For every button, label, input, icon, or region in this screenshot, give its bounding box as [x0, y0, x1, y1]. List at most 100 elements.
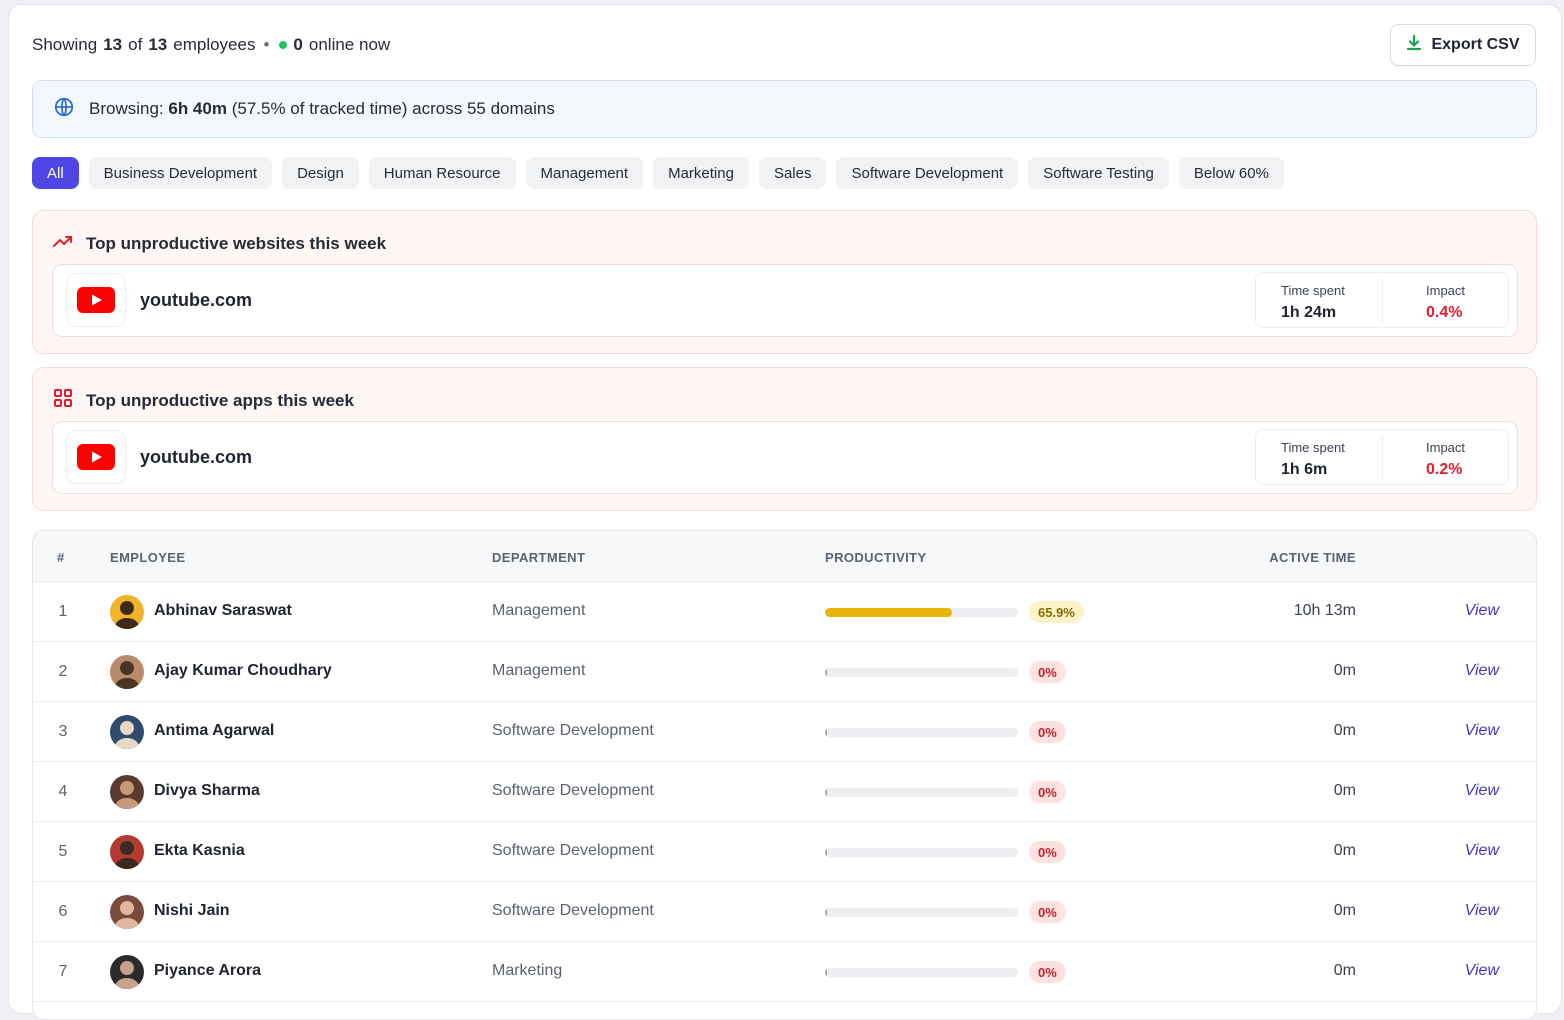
employee-department: Management: [492, 602, 586, 619]
productivity-badge: 0%: [1029, 661, 1066, 683]
active-time: 0m: [1333, 662, 1356, 679]
table-row: 1 Abhinav Saraswat Management 65.9% 10h …: [33, 582, 1536, 642]
filter-chip-marketing[interactable]: Marketing: [653, 157, 749, 189]
total-count: 13: [148, 35, 168, 54]
impact-label: Impact: [1426, 440, 1466, 455]
table-row: 2 Ajay Kumar Choudhary Management 0% 0m …: [33, 642, 1536, 702]
view-link[interactable]: View: [1464, 722, 1499, 739]
download-icon: [1406, 34, 1422, 56]
view-link[interactable]: View: [1464, 842, 1499, 859]
apps-grid-icon: [53, 388, 73, 413]
impact-label: Impact: [1426, 283, 1466, 298]
view-link[interactable]: View: [1464, 902, 1499, 919]
active-time: 0m: [1333, 722, 1356, 739]
employee-name[interactable]: Abhinav Saraswat: [154, 602, 292, 619]
view-link[interactable]: View: [1464, 962, 1499, 979]
employee-name[interactable]: Antima Agarwal: [154, 722, 275, 739]
productivity-badge: 0%: [1029, 841, 1066, 863]
view-link[interactable]: View: [1464, 782, 1499, 799]
time-spent-label: Time spent: [1281, 283, 1345, 298]
employee-department: Software Development: [492, 722, 654, 739]
filter-chip-below-60[interactable]: Below 60%: [1178, 157, 1284, 189]
browsing-label: Browsing:: [89, 99, 164, 118]
separator: •: [263, 35, 270, 54]
employee-name[interactable]: Divya Sharma: [154, 782, 260, 799]
online-count: 0: [293, 35, 303, 54]
view-link[interactable]: View: [1464, 662, 1499, 679]
time-spent-value: 1h 6m: [1281, 461, 1328, 478]
row-number: 6: [58, 903, 68, 920]
browsing-time: 6h 40m: [168, 99, 227, 118]
active-time: 0m: [1333, 962, 1356, 979]
stats-divider: [1382, 436, 1383, 480]
table-header: # EMPLOYEE DEPARTMENT PRODUCTIVITY ACTIV…: [33, 531, 1536, 582]
productivity-bar-fill: [825, 908, 827, 917]
youtube-icon: [66, 430, 126, 484]
avatar: [110, 835, 144, 869]
row-number: 3: [58, 723, 68, 740]
table-row: 4 Divya Sharma Software Development 0% 0…: [33, 762, 1536, 822]
productivity-bar: [825, 668, 1018, 677]
filter-chip-human-resource[interactable]: Human Resource: [368, 157, 516, 189]
column-header-num: #: [57, 550, 65, 565]
employee-department: Software Development: [492, 842, 654, 859]
filter-chip-all[interactable]: All: [32, 157, 79, 189]
row-number: 2: [58, 663, 68, 680]
productivity-bar: [825, 608, 1018, 617]
productivity-bar-fill: [825, 788, 827, 797]
table-row: 3 Antima Agarwal Software Development 0%…: [33, 702, 1536, 762]
showing-prefix: Showing: [32, 35, 98, 54]
browsing-detail: (57.5% of tracked time) across 55 domain…: [231, 99, 555, 118]
productivity-bar-fill: [825, 668, 827, 677]
employee-name[interactable]: Piyance Arora: [154, 962, 262, 979]
productivity-bar: [825, 968, 1018, 977]
website-name: youtube.com: [140, 290, 253, 310]
filter-chip-software-development[interactable]: Software Development: [836, 157, 1019, 189]
unproductive-app-item[interactable]: youtube.com Time spent 1h 6m Impact 0.2%: [52, 421, 1518, 494]
app-stats: Time spent 1h 6m Impact 0.2%: [1255, 429, 1509, 485]
employee-department: Marketing: [492, 962, 563, 979]
productivity-badge: 0%: [1029, 721, 1066, 743]
active-time: 0m: [1333, 842, 1356, 859]
filter-chip-design[interactable]: Design: [282, 157, 359, 189]
app-name: youtube.com: [140, 447, 253, 467]
employee-department: Software Development: [492, 782, 654, 799]
globe-icon: [53, 96, 75, 123]
avatar: [110, 655, 144, 689]
filter-chip-business-development[interactable]: Business Development: [88, 157, 273, 189]
trending-up-icon: [53, 231, 73, 256]
employees-panel: Showing 13 of 13 employees • 0 online no…: [8, 4, 1562, 1020]
avatar: [110, 715, 144, 749]
online-status-dot: [279, 41, 288, 49]
row-number: 4: [58, 783, 68, 800]
active-time: 10h 13m: [1293, 602, 1356, 619]
employee-summary: Showing 13 of 13 employees • 0 online no…: [32, 35, 390, 55]
filter-chip-software-testing[interactable]: Software Testing: [1028, 157, 1169, 189]
view-link[interactable]: View: [1464, 602, 1499, 619]
stats-divider: [1382, 279, 1383, 323]
active-time: 0m: [1333, 902, 1356, 919]
browsing-summary-bar: Browsing: 6h 40m (57.5% of tracked time)…: [32, 80, 1537, 138]
employee-table: # EMPLOYEE DEPARTMENT PRODUCTIVITY ACTIV…: [32, 530, 1537, 1020]
employee-name[interactable]: Nishi Jain: [154, 902, 230, 919]
filter-chip-management[interactable]: Management: [525, 157, 644, 189]
unproductive-website-item[interactable]: youtube.com Time spent 1h 24m Impact 0.4…: [52, 264, 1518, 337]
filter-chip-sales[interactable]: Sales: [758, 157, 827, 189]
department-filter-chips: All Business Development Design Human Re…: [32, 157, 1284, 189]
export-csv-button[interactable]: Export CSV: [1390, 24, 1536, 66]
column-header-productivity[interactable]: PRODUCTIVITY: [825, 550, 927, 565]
impact-value: 0.4%: [1426, 304, 1463, 321]
employee-department: Software Development: [492, 902, 654, 919]
column-header-department[interactable]: DEPARTMENT: [492, 550, 586, 565]
productivity-bar-fill: [825, 968, 827, 977]
column-header-active-time[interactable]: ACTIVE TIME: [1269, 550, 1356, 565]
productivity-badge: 0%: [1029, 781, 1066, 803]
table-row: 5 Ekta Kasnia Software Development 0% 0m…: [33, 822, 1536, 882]
employee-name[interactable]: Ekta Kasnia: [154, 842, 245, 859]
row-number: 1: [58, 603, 68, 620]
employee-name[interactable]: Ajay Kumar Choudhary: [154, 662, 332, 679]
column-header-employee[interactable]: EMPLOYEE: [110, 550, 186, 565]
productivity-bar: [825, 848, 1018, 857]
unproductive-apps-card: Top unproductive apps this week youtube.…: [32, 367, 1537, 511]
youtube-icon: [66, 273, 126, 327]
